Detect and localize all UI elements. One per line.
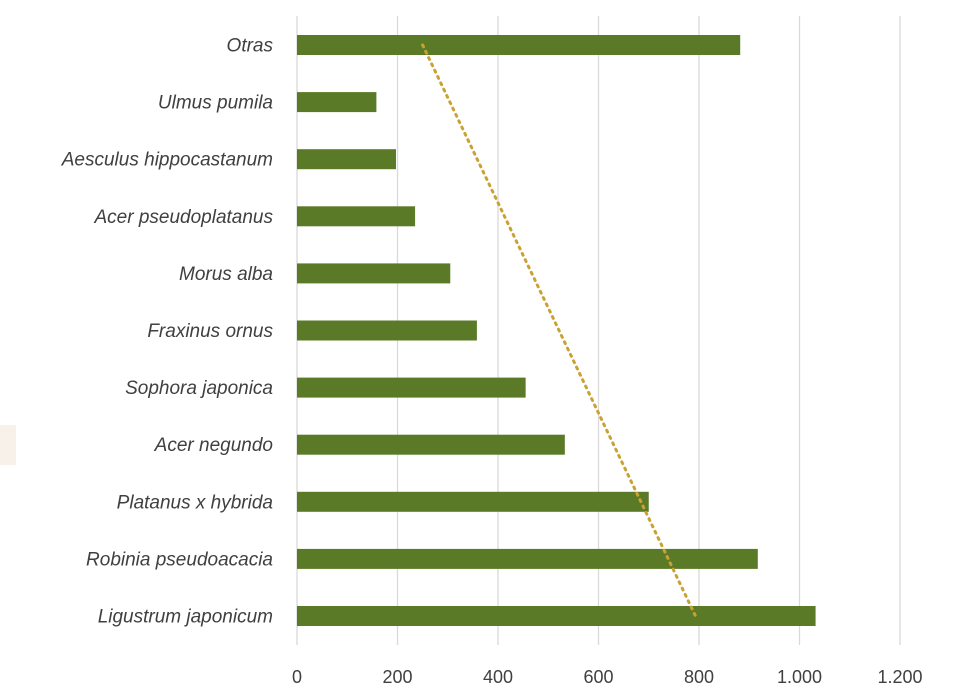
category-label: Robinia pseudoacacia <box>86 549 273 570</box>
x-tick-label: 1.200 <box>877 667 922 687</box>
category-label: Acer pseudoplatanus <box>93 207 273 228</box>
bar <box>297 149 396 170</box>
trendline <box>421 43 697 618</box>
bar <box>297 548 758 569</box>
x-tick-label: 1.000 <box>777 667 822 687</box>
category-label: Sophora japonica <box>125 378 273 399</box>
x-tick-label: 600 <box>583 667 613 687</box>
trendline-path <box>421 43 697 618</box>
x-tick-label: 0 <box>292 667 302 687</box>
category-label: Ulmus pumila <box>158 93 273 114</box>
left-edge-swatch <box>0 425 16 465</box>
category-label: Morus alba <box>179 264 273 285</box>
x-tick-label: 200 <box>382 667 412 687</box>
bar <box>297 320 477 341</box>
category-label: Otras <box>227 36 274 57</box>
bar <box>297 92 377 113</box>
bar <box>297 377 526 398</box>
bars <box>297 35 816 626</box>
bar <box>297 263 451 284</box>
bar <box>297 606 816 626</box>
category-label: Ligustrum japonicum <box>98 607 273 628</box>
bar <box>297 35 741 55</box>
bar <box>297 434 565 455</box>
bar <box>297 491 649 512</box>
x-tick-labels: 0 200 400 600 800 1.000 1.200 <box>292 667 923 687</box>
category-labels: Otras Ulmus pumila Aesculus hippocastanum A… <box>61 36 274 628</box>
category-label: Acer negundo <box>154 435 273 456</box>
bar <box>297 206 416 227</box>
x-tick-label: 400 <box>483 667 513 687</box>
category-label: Platanus x hybrida <box>117 492 273 513</box>
x-tick-label: 800 <box>684 667 714 687</box>
category-label: Fraxinus ornus <box>147 321 273 342</box>
category-label: Aesculus hippocastanum <box>61 150 273 171</box>
